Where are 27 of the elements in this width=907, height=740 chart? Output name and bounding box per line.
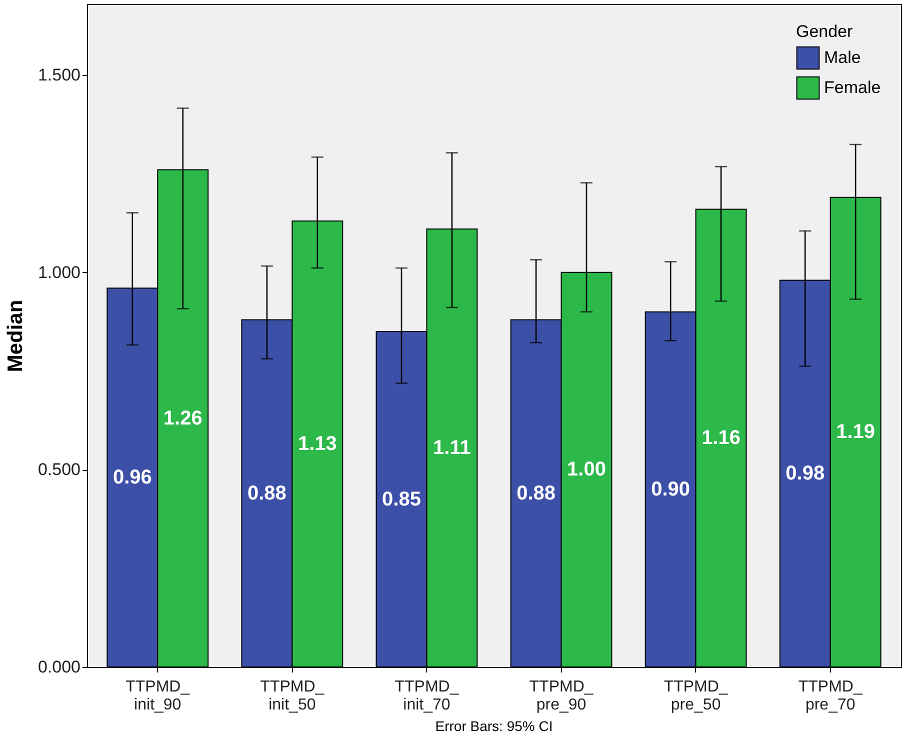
data-label: 0.88: [247, 482, 286, 504]
x-tick-label: TTPMD_ init_90: [126, 678, 191, 714]
text: Error Bars: 95% CI: [435, 718, 553, 734]
data-label: 1.16: [702, 427, 741, 450]
y-axis-title: Median: [4, 300, 27, 372]
data-label: 0.98: [786, 462, 825, 485]
data-label: 0.90: [651, 478, 690, 500]
data-label: 1.00: [567, 458, 606, 481]
x-tick-label: TTPMD_ init_50: [260, 678, 326, 714]
y-tick-label: 0.500: [38, 460, 80, 480]
x-tick-label: TTPMD_ init_70: [394, 678, 460, 714]
y-tick-label: 0.000: [38, 658, 80, 676]
data-label: 0.96: [112, 466, 152, 489]
x-tick-label: TTPMD_ pre_70: [798, 678, 864, 714]
data-label: 1.19: [836, 421, 876, 444]
data-label: 0.88: [516, 482, 556, 504]
data-label: 1.13: [298, 433, 337, 456]
y-tick-label: 1.500: [38, 66, 80, 85]
legend-label: Female: [824, 78, 881, 97]
x-tick-label: TTPMD_ pre_50: [664, 678, 729, 714]
legend-label: Male: [824, 48, 861, 67]
legend-title: Gender: [796, 22, 854, 41]
data-label: 1.26: [163, 407, 202, 430]
data-label: 0.85: [382, 488, 421, 510]
data-label: 1.11: [433, 436, 471, 459]
x-tick-label: TTPMD_ pre_90: [529, 678, 594, 714]
y-tick-label: 1.000: [38, 262, 80, 282]
